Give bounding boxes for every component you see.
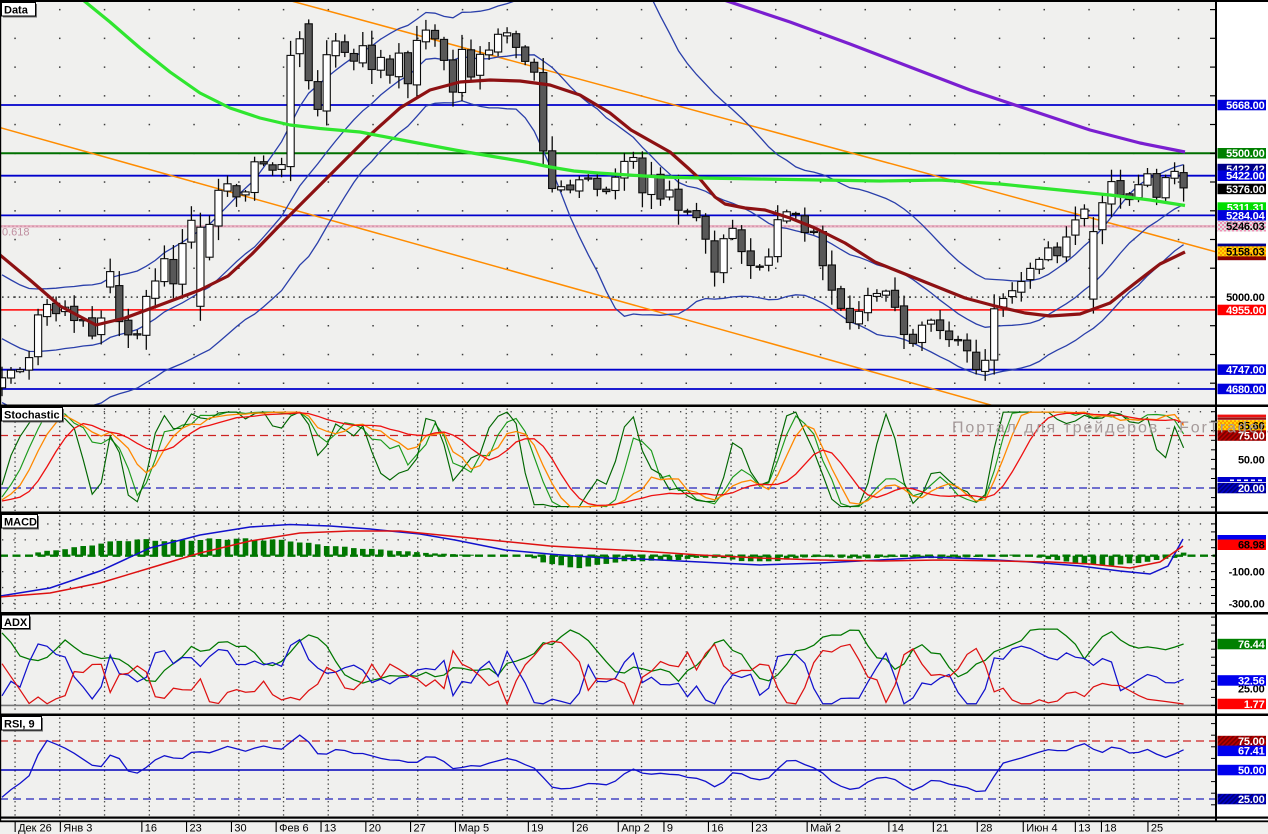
svg-text:21: 21: [936, 823, 948, 834]
svg-text:68.98: 68.98: [1238, 540, 1265, 552]
svg-text:5000.00: 5000.00: [1226, 292, 1264, 304]
svg-text:5422.00: 5422.00: [1226, 171, 1264, 183]
svg-text:25.00: 25.00: [1238, 794, 1265, 806]
svg-text:19: 19: [531, 823, 543, 834]
svg-text:1.77: 1.77: [1244, 699, 1265, 711]
svg-text:14: 14: [892, 823, 904, 834]
svg-text:Июн 4: Июн 4: [1026, 823, 1057, 834]
svg-text:Портал для трейдеров - ForTrad: Портал для трейдеров - ForTrader.ru: [952, 420, 1268, 437]
svg-text:ADX: ADX: [4, 617, 28, 629]
svg-text:16: 16: [145, 823, 157, 834]
svg-text:25.00: 25.00: [1238, 683, 1265, 695]
svg-text:75.00: 75.00: [1238, 736, 1265, 748]
svg-text:Фев 6: Фев 6: [279, 823, 309, 834]
svg-text:Апр 2: Апр 2: [621, 823, 650, 834]
svg-text:13: 13: [324, 823, 336, 834]
svg-text:Янв 3: Янв 3: [63, 823, 92, 834]
svg-text:23: 23: [755, 823, 767, 834]
svg-text:4955.00: 4955.00: [1226, 305, 1264, 317]
svg-text:20: 20: [369, 823, 381, 834]
svg-text:4747.00: 4747.00: [1226, 365, 1264, 377]
svg-text:85.60: 85.60: [1238, 420, 1265, 432]
svg-text:5158.03: 5158.03: [1226, 247, 1264, 259]
svg-text:5668.00: 5668.00: [1226, 100, 1264, 112]
svg-text:4680.00: 4680.00: [1226, 384, 1264, 396]
svg-text:5284.04: 5284.04: [1226, 210, 1265, 222]
svg-text:32.56: 32.56: [1238, 675, 1265, 687]
svg-text:75.00: 75.00: [1238, 430, 1265, 442]
svg-text:5376.00: 5376.00: [1226, 184, 1264, 196]
svg-text:5246.03: 5246.03: [1226, 221, 1264, 233]
svg-text:16: 16: [711, 823, 723, 834]
svg-text:Stochastic: Stochastic: [4, 409, 60, 421]
svg-text:50.00: 50.00: [1238, 454, 1265, 466]
svg-text:25: 25: [1151, 823, 1163, 834]
svg-text:0.618: 0.618: [2, 226, 30, 238]
svg-text:67.41: 67.41: [1238, 746, 1265, 758]
svg-text:Дек 26: Дек 26: [18, 823, 52, 834]
svg-text:MACD: MACD: [4, 516, 37, 528]
svg-text:26: 26: [576, 823, 588, 834]
svg-text:5500.00: 5500.00: [1226, 148, 1264, 160]
svg-text:9: 9: [667, 823, 673, 834]
svg-text:50.00: 50.00: [1238, 765, 1265, 777]
svg-text:30: 30: [234, 823, 246, 834]
svg-text:76.44: 76.44: [1238, 639, 1266, 651]
svg-text:Мар 5: Мар 5: [458, 823, 489, 834]
svg-text:20.00: 20.00: [1238, 483, 1265, 495]
svg-text:18: 18: [1104, 823, 1116, 834]
svg-text:-100.00: -100.00: [1229, 567, 1265, 579]
svg-text:RSI, 9: RSI, 9: [4, 718, 35, 730]
svg-text:23: 23: [190, 823, 202, 834]
svg-text:28: 28: [980, 823, 992, 834]
svg-text:13: 13: [1078, 823, 1090, 834]
svg-text:Май 2: Май 2: [810, 823, 841, 834]
svg-text:27: 27: [414, 823, 426, 834]
svg-text:Data: Data: [4, 4, 29, 16]
svg-text:-300.00: -300.00: [1229, 598, 1265, 610]
